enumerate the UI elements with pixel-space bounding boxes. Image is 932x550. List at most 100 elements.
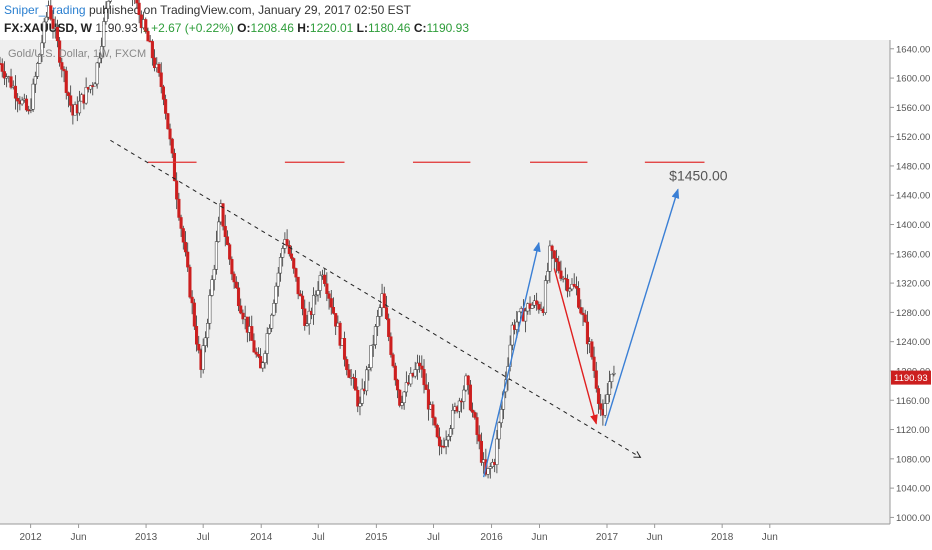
candle-up <box>515 321 519 330</box>
candle-down <box>9 76 13 88</box>
candle-up <box>497 422 501 440</box>
candle-down <box>289 253 294 259</box>
x-tick-label: 2018 <box>711 532 734 543</box>
candle-down <box>338 322 342 346</box>
candle-up <box>102 21 106 47</box>
candle-down <box>325 283 329 295</box>
y-tick-label: 1600.00 <box>896 74 930 85</box>
candle-down <box>186 251 190 268</box>
candle-up <box>208 295 212 324</box>
candle-down <box>418 362 422 367</box>
plot-area[interactable] <box>0 40 890 524</box>
candle-down <box>250 326 254 341</box>
candle-up <box>543 280 548 313</box>
candle-down <box>345 359 349 371</box>
candle-down <box>2 71 6 79</box>
candle-up <box>486 468 490 475</box>
high-value: 1220.01 <box>309 21 354 35</box>
dashed-trendline <box>110 139 641 458</box>
y-tick-label: 1640.00 <box>896 44 930 55</box>
x-tick-label: 2014 <box>250 532 273 543</box>
candle-down <box>475 417 479 435</box>
y-tick-label: 1080.00 <box>896 454 930 465</box>
candle-up <box>378 307 382 317</box>
x-tick-label: Jul <box>197 532 210 543</box>
candle-down <box>435 424 439 438</box>
candle-up <box>38 54 42 64</box>
candle-down <box>223 225 227 238</box>
candle-down <box>389 336 393 355</box>
candle-down <box>150 41 154 59</box>
candle-up <box>42 21 46 44</box>
x-tick-label: 2016 <box>480 532 503 543</box>
candle-down <box>166 113 170 130</box>
candle-down <box>566 278 570 292</box>
candle-down <box>342 338 347 360</box>
time-axis[interactable]: 2012 Jun 2013 Jul 2014 Jul 2015 Jul 2016 Jun 2017 J… <box>19 524 778 543</box>
candle-down <box>168 128 172 140</box>
candle-up <box>276 272 280 287</box>
candle-up <box>495 438 499 465</box>
price-axis[interactable]: 1000.001040.001080.001120.001160.001200.… <box>890 44 930 524</box>
candle-up <box>610 373 614 382</box>
candle-up <box>603 403 607 416</box>
candle-down <box>395 379 400 391</box>
candle-down <box>55 27 59 42</box>
candle-up <box>104 8 108 22</box>
candle-down <box>592 356 596 371</box>
candle-down <box>192 302 196 327</box>
candle-down <box>557 261 561 272</box>
y-tick-label: 1240.00 <box>896 337 930 348</box>
candle-down <box>135 0 139 4</box>
candle-up <box>462 389 466 402</box>
candle-up <box>95 62 99 85</box>
candle-down <box>356 390 360 407</box>
candle-down <box>554 258 559 263</box>
candles <box>0 0 616 479</box>
candle-up <box>307 310 311 325</box>
candle-down <box>594 370 598 389</box>
x-tick-label: Jun <box>531 532 547 543</box>
candle-down <box>236 287 241 307</box>
candle-up <box>84 87 88 104</box>
candle-down <box>256 353 260 357</box>
candle-down <box>303 308 307 326</box>
candle-down <box>190 296 194 304</box>
candle-up <box>404 382 408 393</box>
candle-up <box>365 369 369 392</box>
candle-up <box>415 362 419 370</box>
candle-up <box>316 290 320 296</box>
candle-up <box>261 362 265 369</box>
author-link[interactable]: Sniper_Trading <box>4 3 86 17</box>
chart-header: Sniper_Trading published on TradingView.… <box>4 2 924 36</box>
candle-down <box>590 341 594 358</box>
candle-down <box>177 198 181 218</box>
y-tick-label: 1520.00 <box>896 132 930 143</box>
open-value: 1208.46 <box>250 21 294 35</box>
last-price-tag-label: 1190.93 <box>894 373 928 384</box>
candle-up <box>305 323 309 326</box>
candle-up <box>281 248 285 258</box>
candle-up <box>358 403 362 407</box>
candle-down <box>239 305 243 314</box>
candle-down <box>24 98 29 111</box>
candle-up <box>263 353 267 364</box>
candle-down <box>347 369 351 378</box>
candle-down <box>69 95 73 106</box>
candle-up <box>44 16 48 23</box>
y-tick-label: 1280.00 <box>896 308 930 319</box>
candle-up <box>274 285 278 304</box>
candle-down <box>391 354 395 367</box>
candle-up <box>201 345 205 370</box>
blue-arrow <box>482 241 541 478</box>
candle-down <box>574 286 578 289</box>
candle-up <box>35 63 40 77</box>
x-tick-label: 2015 <box>365 532 388 543</box>
candle-down <box>296 276 300 295</box>
candle-down <box>331 307 336 314</box>
candle-down <box>577 288 581 308</box>
candle-down <box>245 316 249 333</box>
overlays: $1450.00 <box>110 139 728 478</box>
candle-down <box>585 321 589 345</box>
